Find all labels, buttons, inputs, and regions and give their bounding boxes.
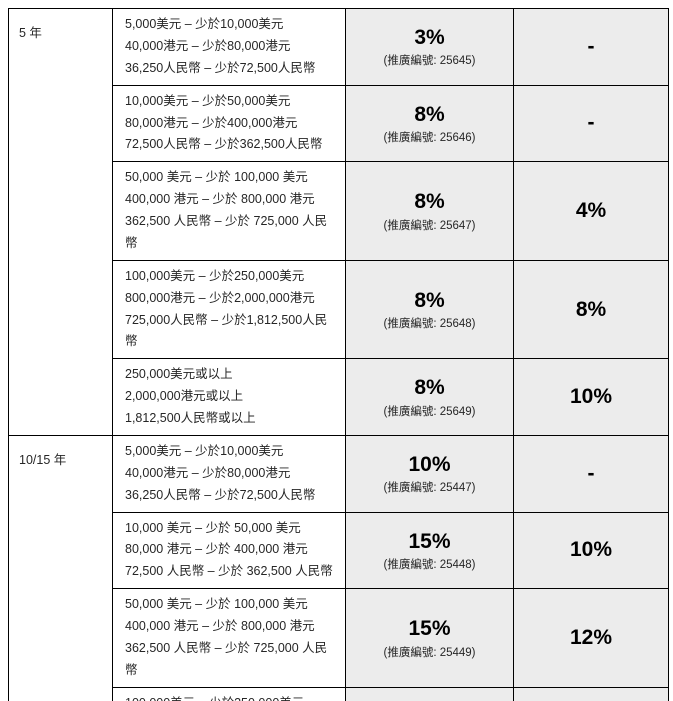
primary-rate-cell: 15% (推廣編號: 25449) xyxy=(345,588,514,688)
amount-line-usd: 50,000 美元 – 少於 100,000 美元 xyxy=(125,597,308,612)
promo-rate-table: 5 年 5,000美元 – 少於10,000美元 40,000港元 – 少於80… xyxy=(8,8,669,701)
table-row: 100,000美元 – 少於250,000美元 800,000港元 – 少於2,… xyxy=(9,686,669,701)
secondary-rate-value: 8% xyxy=(575,297,607,321)
table-row: 10,000美元 – 少於50,000美元 80,000港元 – 少於400,0… xyxy=(9,84,669,163)
amount-line-usd: 5,000美元 – 少於10,000美元 xyxy=(125,17,284,31)
primary-rate-cell: 8% (推廣編號: 25648) xyxy=(345,259,514,360)
secondary-rate-cell: - xyxy=(513,434,669,513)
table-row: 5 年 5,000美元 – 少於10,000美元 40,000港元 – 少於80… xyxy=(8,8,669,436)
amount-line-hkd: 80,000 港元 – 少於 400,000 港元 xyxy=(125,542,308,557)
promo-code-label: (推廣編號: 25647) xyxy=(383,219,476,232)
amount-line-usd: 5,000美元 – 少於10,000美元 xyxy=(125,443,284,458)
amount-range-cell: 10,000 美元 – 少於 50,000 美元 80,000 港元 – 少於 … xyxy=(112,511,346,590)
secondary-rate-cell: 8% xyxy=(513,259,669,360)
amount-range-cell: 100,000美元 – 少於250,000美元 800,000港元 – 少於2,… xyxy=(112,259,346,360)
primary-rate-cell: 3% (推廣編號: 25645) xyxy=(345,8,514,86)
primary-rate-value: 15% xyxy=(408,617,451,641)
secondary-rate-cell: 12% xyxy=(513,588,669,688)
amount-line-usd: 10,000美元 – 少於50,000美元 xyxy=(125,93,291,108)
primary-rate-cell: 8% (推廣編號: 25646) xyxy=(345,84,514,163)
amount-line-usd: 50,000 美元 – 少於 100,000 美元 xyxy=(125,170,308,185)
secondary-rate-value: - xyxy=(587,111,595,135)
amount-line-rmb: 1,812,500人民幣或以上 xyxy=(125,411,256,425)
primary-rate-value: 3% xyxy=(414,26,445,50)
amount-line-hkd: 40,000港元 – 少於80,000港元 xyxy=(125,38,291,53)
amount-range-cell: 50,000 美元 – 少於 100,000 美元 400,000 港元 – 少… xyxy=(112,161,346,261)
primary-rate-value: 8% xyxy=(414,102,445,126)
promo-code-label: (推廣編號: 25648) xyxy=(383,318,476,331)
secondary-rate-value: 12% xyxy=(569,625,613,649)
primary-rate-value: 8% xyxy=(414,376,445,400)
amount-range-cell: 50,000 美元 – 少於 100,000 美元 400,000 港元 – 少… xyxy=(112,588,346,688)
promo-code-label: (推廣編號: 25649) xyxy=(383,405,476,418)
secondary-rate-value: 4% xyxy=(575,199,607,222)
promo-code-label: (推廣編號: 25447) xyxy=(383,482,476,495)
secondary-rate-value: - xyxy=(587,461,595,485)
amount-range-cell: 10,000美元 – 少於50,000美元 80,000港元 – 少於400,0… xyxy=(112,84,346,163)
amount-range-cell: 5,000美元 – 少於10,000美元 40,000港元 – 少於80,000… xyxy=(112,434,346,513)
term-cell: 10/15 年 xyxy=(8,434,113,701)
amount-line-hkd: 400,000 港元 – 少於 800,000 港元 xyxy=(125,619,315,633)
table-row: 100,000美元 – 少於250,000美元 800,000港元 – 少於2,… xyxy=(9,259,669,360)
amount-line-rmb: 36,250人民幣 – 少於72,500人民幣 xyxy=(125,487,316,502)
secondary-rate-cell: 4% xyxy=(513,161,669,261)
primary-rate-value: 8% xyxy=(414,190,445,214)
secondary-rate-value: 10% xyxy=(569,385,613,409)
term-label: 10/15 年 xyxy=(19,452,67,467)
amount-range-cell: 5,000美元 – 少於10,000美元 40,000港元 – 少於80,000… xyxy=(112,8,346,86)
primary-rate-cell: 8% (推廣編號: 25649) xyxy=(345,358,514,436)
amount-line-usd: 10,000 美元 – 少於 50,000 美元 xyxy=(125,520,301,535)
primary-rate-cell: 8% (推廣編號: 25647) xyxy=(345,161,514,261)
primary-rate-cell: 15% (推廣編號: 25450) xyxy=(345,686,514,701)
primary-rate-cell: 15% (推廣編號: 25448) xyxy=(345,511,514,590)
amount-line-usd: 250,000美元或以上 xyxy=(125,367,233,382)
amount-line-rmb: 72,500人民幣 – 少於362,500人民幣 xyxy=(125,137,323,152)
amount-line-rmb: 725,000人民幣 – 少於1,812,500人民幣 xyxy=(125,312,328,349)
table-row: 250,000美元或以上 2,000,000港元或以上 1,812,500人民幣… xyxy=(9,358,669,436)
secondary-rate-cell: 14% xyxy=(513,686,669,701)
primary-rate-value: 15% xyxy=(408,529,451,553)
promo-code-label: (推廣編號: 25449) xyxy=(383,646,476,659)
amount-line-rmb: 362,500 人民幣 – 少於 725,000 人民幣 xyxy=(125,640,328,677)
secondary-rate-cell: - xyxy=(513,8,669,86)
rate-table-body: 5 年 5,000美元 – 少於10,000美元 40,000港元 – 少於80… xyxy=(8,8,669,701)
table-row: 50,000 美元 – 少於 100,000 美元 400,000 港元 – 少… xyxy=(9,588,669,688)
amount-line-usd: 100,000美元 – 少於250,000美元 xyxy=(125,693,339,701)
term-label: 5 年 xyxy=(19,26,42,40)
secondary-rate-cell: 10% xyxy=(513,511,669,590)
amount-range-cell: 100,000美元 – 少於250,000美元 800,000港元 – 少於2,… xyxy=(112,686,346,701)
primary-rate-cell: 10% (推廣編號: 25447) xyxy=(345,434,514,513)
secondary-rate-value: - xyxy=(587,34,595,58)
table-row: 10,000 美元 – 少於 50,000 美元 80,000 港元 – 少於 … xyxy=(9,511,669,590)
table-row: 10/15 年 5,000美元 – 少於10,000美元 40,000港元 – … xyxy=(8,434,669,701)
amount-range-cell: 250,000美元或以上 2,000,000港元或以上 1,812,500人民幣… xyxy=(112,358,346,436)
amount-line-hkd: 2,000,000港元或以上 xyxy=(125,389,244,404)
amount-line-rmb: 36,250人民幣 – 少於72,500人民幣 xyxy=(125,60,316,75)
promo-code-label: (推廣編號: 25448) xyxy=(383,558,476,571)
amount-line-rmb: 72,500 人民幣 – 少於 362,500 人民幣 xyxy=(125,564,333,579)
primary-rate-value: 10% xyxy=(408,453,451,477)
amount-line-hkd: 800,000港元 – 少於2,000,000港元 xyxy=(125,290,315,305)
promo-code-label: (推廣編號: 25645) xyxy=(383,55,476,68)
amount-line-hkd: 400,000 港元 – 少於 800,000 港元 xyxy=(125,192,315,207)
secondary-rate-cell: 10% xyxy=(513,358,669,436)
promo-code-label: (推廣編號: 25646) xyxy=(383,132,476,145)
primary-rate-value: 8% xyxy=(414,288,445,312)
amount-line-rmb: 362,500 人民幣 – 少於 725,000 人民幣 xyxy=(125,214,328,250)
table-row: 50,000 美元 – 少於 100,000 美元 400,000 港元 – 少… xyxy=(9,161,669,261)
secondary-rate-value: 10% xyxy=(569,538,613,562)
amount-line-hkd: 80,000港元 – 少於400,000港元 xyxy=(125,115,298,130)
amount-line-usd: 100,000美元 – 少於250,000美元 xyxy=(125,268,305,283)
secondary-rate-cell: - xyxy=(513,84,669,163)
amount-line-hkd: 40,000港元 – 少於80,000港元 xyxy=(125,465,291,480)
term-cell: 5 年 xyxy=(8,8,113,436)
